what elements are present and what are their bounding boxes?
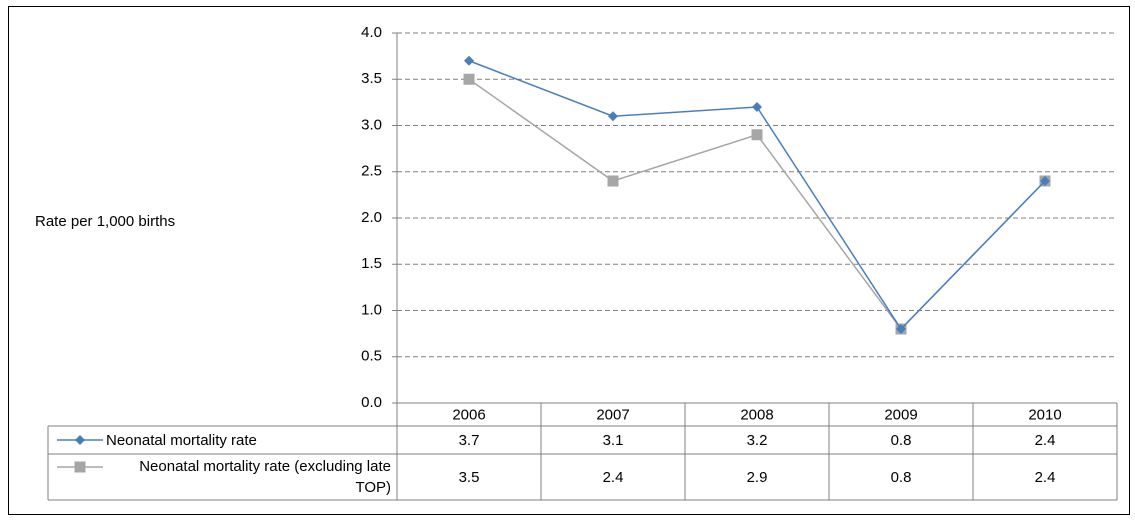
y-tick-label: 2.5 xyxy=(361,163,382,180)
legend-label: Neonatal mortality rate (excluding late … xyxy=(139,458,391,496)
table-value: 3.1 xyxy=(603,432,624,449)
table-value: 2.4 xyxy=(603,469,624,486)
table-value: 3.7 xyxy=(459,432,480,449)
marker xyxy=(74,461,86,473)
table-value: 2.9 xyxy=(747,469,768,486)
series-line xyxy=(468,78,1046,331)
y-tick-label: 3.5 xyxy=(361,70,382,87)
y-tick-label: 1.0 xyxy=(361,301,382,318)
y-tick-label: 3.0 xyxy=(361,116,382,133)
marker xyxy=(608,111,618,122)
series-line xyxy=(468,60,1046,331)
marker xyxy=(75,435,85,445)
y-axis-label: Rate per 1,000 births xyxy=(35,213,175,230)
chart-border xyxy=(8,6,1130,515)
table-value: 3.5 xyxy=(459,469,480,486)
x-tick-label: 2008 xyxy=(740,406,773,423)
y-tick-label: 4.0 xyxy=(361,24,382,41)
legend-label: Neonatal mortality rate xyxy=(106,432,257,449)
table-value: 2.4 xyxy=(1035,469,1056,486)
y-tick-label: 2.0 xyxy=(361,209,382,226)
x-tick-label: 2009 xyxy=(884,406,917,423)
y-tick-label: 1.5 xyxy=(361,255,382,272)
marker xyxy=(896,324,906,334)
table-value: 2.4 xyxy=(1035,432,1056,449)
x-tick-label: 2006 xyxy=(452,406,485,423)
x-tick-label: 2007 xyxy=(596,406,629,423)
marker xyxy=(463,73,475,85)
x-tick-label: 2010 xyxy=(1028,406,1061,423)
marker xyxy=(752,102,762,112)
marker xyxy=(751,129,763,141)
table-value: 0.8 xyxy=(891,432,912,449)
marker xyxy=(464,55,474,66)
y-tick-label: 0.0 xyxy=(361,394,382,411)
table-value: 0.8 xyxy=(891,469,912,486)
marker xyxy=(1040,176,1050,186)
marker xyxy=(607,175,619,187)
y-tick-label: 0.5 xyxy=(361,348,382,365)
table-value: 3.2 xyxy=(747,432,768,449)
